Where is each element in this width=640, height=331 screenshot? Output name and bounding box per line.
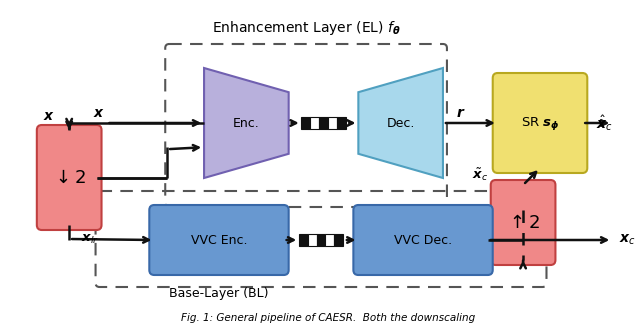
Bar <box>301 117 310 129</box>
Bar <box>337 117 346 129</box>
Text: Enhancement Layer (EL) $f_{\boldsymbol{\theta}}$: Enhancement Layer (EL) $f_{\boldsymbol{\… <box>212 19 401 37</box>
Text: Base-Layer (BL): Base-Layer (BL) <box>169 287 269 300</box>
FancyBboxPatch shape <box>493 73 588 173</box>
Text: $\boldsymbol{x}_c$: $\boldsymbol{x}_c$ <box>619 233 636 247</box>
Text: $\uparrow 2$: $\uparrow 2$ <box>506 213 540 231</box>
Text: $\boldsymbol{x}_{lr}$: $\boldsymbol{x}_{lr}$ <box>81 232 99 246</box>
Text: $\boldsymbol{x}$: $\boldsymbol{x}$ <box>93 106 104 120</box>
FancyBboxPatch shape <box>37 125 102 230</box>
Text: SR $\boldsymbol{s}_{\boldsymbol{\phi}}$: SR $\boldsymbol{s}_{\boldsymbol{\phi}}$ <box>520 115 559 131</box>
Text: $\tilde{\boldsymbol{x}}_c$: $\tilde{\boldsymbol{x}}_c$ <box>472 167 488 183</box>
Polygon shape <box>204 68 289 178</box>
Bar <box>326 234 335 246</box>
Bar <box>319 117 328 129</box>
FancyBboxPatch shape <box>353 205 493 275</box>
Text: $\downarrow 2$: $\downarrow 2$ <box>52 168 86 186</box>
Polygon shape <box>358 68 443 178</box>
Bar <box>328 117 337 129</box>
FancyBboxPatch shape <box>491 180 556 265</box>
FancyBboxPatch shape <box>149 205 289 275</box>
Text: $\boldsymbol{r}$: $\boldsymbol{r}$ <box>456 106 466 120</box>
Text: VVC Dec.: VVC Dec. <box>394 233 452 247</box>
Text: Fig. 1: General pipeline of CAESR.  Both the downscaling: Fig. 1: General pipeline of CAESR. Both … <box>181 313 476 323</box>
Bar <box>310 117 319 129</box>
Bar <box>317 234 326 246</box>
Text: Enc.: Enc. <box>233 117 260 129</box>
Bar <box>299 234 308 246</box>
Text: VVC Enc.: VVC Enc. <box>191 233 247 247</box>
Bar <box>308 234 317 246</box>
Bar <box>335 234 344 246</box>
Text: $\hat{\boldsymbol{x}}_c$: $\hat{\boldsymbol{x}}_c$ <box>596 113 612 133</box>
Text: Dec.: Dec. <box>387 117 415 129</box>
Text: $\boldsymbol{x}$: $\boldsymbol{x}$ <box>44 109 55 123</box>
